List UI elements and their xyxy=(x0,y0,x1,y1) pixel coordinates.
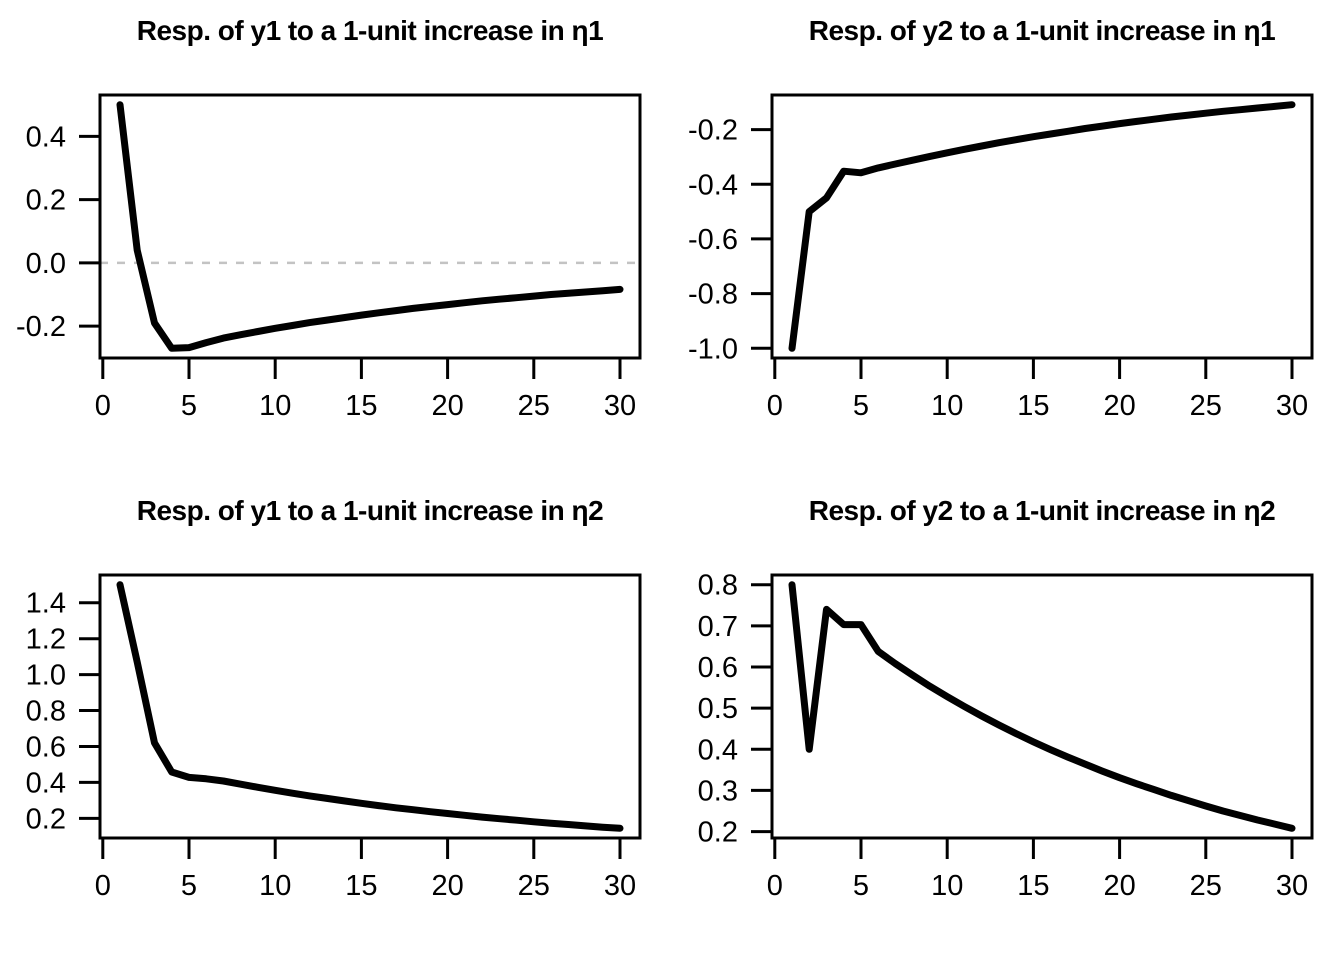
svg-text:0.4: 0.4 xyxy=(26,121,66,153)
svg-text:0.6: 0.6 xyxy=(26,732,66,764)
svg-text:0.7: 0.7 xyxy=(698,611,738,643)
svg-text:15: 15 xyxy=(345,870,377,902)
panel-title-y2-eta2: Resp. of y2 to a 1-unit increase in η2 xyxy=(808,495,1276,526)
svg-text:0.8: 0.8 xyxy=(698,570,738,602)
svg-text:0.3: 0.3 xyxy=(698,775,738,807)
irf-plot-y1-eta1: 0 5 10 15 20 25 30 0.4 0.2 0.0 -0.2 xyxy=(0,0,672,480)
svg-text:0.2: 0.2 xyxy=(26,185,66,217)
svg-text:0.0: 0.0 xyxy=(26,248,66,280)
svg-text:25: 25 xyxy=(518,390,550,422)
svg-text:25: 25 xyxy=(518,870,550,902)
irf-panel-y1-eta2: 0 5 10 15 20 25 30 1.4 1.2 1.0 0.8 0.6 0.4 0.2 Resp. … xyxy=(0,480,672,960)
irf-panel-y2-eta1: 0 5 10 15 20 25 30 -0.2 -0.4 -0.6 -0.8 -1.0 Resp. o… xyxy=(672,0,1344,480)
irf-plot-y2-eta2: 0 5 10 15 20 25 30 0.8 0.7 0.6 0.5 0.4 0.3 0.2 xyxy=(672,480,1344,960)
svg-text:0.2: 0.2 xyxy=(26,803,66,835)
svg-text:20: 20 xyxy=(431,390,463,422)
svg-text:15: 15 xyxy=(345,390,377,422)
irf-panel-y1-eta1: 0 5 10 15 20 25 30 0.4 0.2 0.0 -0.2 Resp. of y1 to… xyxy=(0,0,672,480)
panel-title-y1-eta1: Resp. of y1 to a 1-unit increase in η1 xyxy=(136,15,604,46)
svg-text:25: 25 xyxy=(1190,390,1222,422)
svg-text:15: 15 xyxy=(1017,870,1049,902)
svg-text:0.5: 0.5 xyxy=(698,693,738,725)
svg-text:0.6: 0.6 xyxy=(698,652,738,684)
svg-text:10: 10 xyxy=(931,390,963,422)
svg-text:0: 0 xyxy=(767,390,783,422)
svg-text:10: 10 xyxy=(259,390,291,422)
svg-text:10: 10 xyxy=(259,870,291,902)
svg-text:0: 0 xyxy=(95,390,111,422)
svg-text:30: 30 xyxy=(604,390,636,422)
svg-text:-0.2: -0.2 xyxy=(16,311,66,343)
svg-text:5: 5 xyxy=(181,870,197,902)
svg-text:20: 20 xyxy=(1103,870,1135,902)
svg-text:-0.8: -0.8 xyxy=(688,279,738,311)
irf-plot-y1-eta2: 0 5 10 15 20 25 30 1.4 1.2 1.0 0.8 0.6 0.4 0.2 xyxy=(0,480,672,960)
panel-title-y1-eta2: Resp. of y1 to a 1-unit increase in η2 xyxy=(136,495,604,526)
svg-text:0.2: 0.2 xyxy=(698,817,738,849)
svg-text:5: 5 xyxy=(853,390,869,422)
svg-text:0.8: 0.8 xyxy=(26,696,66,728)
svg-text:0.4: 0.4 xyxy=(26,767,66,799)
svg-text:0.4: 0.4 xyxy=(698,734,738,766)
svg-text:-0.6: -0.6 xyxy=(688,224,738,256)
svg-text:30: 30 xyxy=(604,870,636,902)
svg-text:0: 0 xyxy=(95,870,111,902)
svg-text:0: 0 xyxy=(767,870,783,902)
svg-text:-1.0: -1.0 xyxy=(688,333,738,365)
svg-text:1.4: 1.4 xyxy=(26,588,66,620)
svg-text:25: 25 xyxy=(1190,870,1222,902)
svg-text:30: 30 xyxy=(1276,870,1308,902)
svg-text:1.2: 1.2 xyxy=(26,624,66,656)
svg-text:5: 5 xyxy=(853,870,869,902)
svg-text:20: 20 xyxy=(431,870,463,902)
svg-text:15: 15 xyxy=(1017,390,1049,422)
svg-text:5: 5 xyxy=(181,390,197,422)
irf-plot-y2-eta1: 0 5 10 15 20 25 30 -0.2 -0.4 -0.6 -0.8 -1.0 xyxy=(672,0,1344,480)
svg-text:-0.2: -0.2 xyxy=(688,115,738,147)
svg-text:30: 30 xyxy=(1276,390,1308,422)
svg-text:10: 10 xyxy=(931,870,963,902)
svg-text:1.0: 1.0 xyxy=(26,660,66,692)
irf-panel-y2-eta2: 0 5 10 15 20 25 30 0.8 0.7 0.6 0.5 0.4 0.3 0.2 Resp. … xyxy=(672,480,1344,960)
svg-text:-0.4: -0.4 xyxy=(688,169,738,201)
panel-title-y2-eta1: Resp. of y2 to a 1-unit increase in η1 xyxy=(808,15,1276,46)
svg-text:20: 20 xyxy=(1103,390,1135,422)
